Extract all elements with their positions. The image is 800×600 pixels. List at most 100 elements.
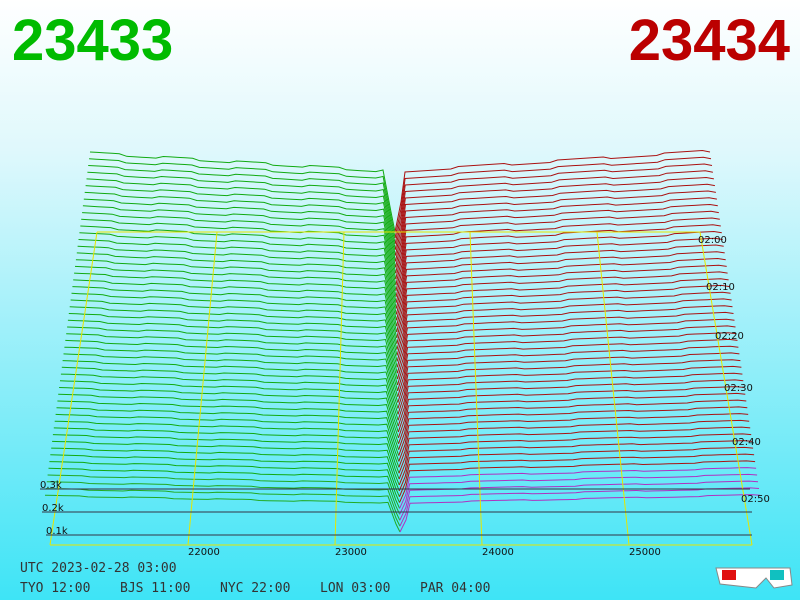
- depth-trace: [73, 279, 398, 344]
- depth-trace: [396, 264, 727, 333]
- depth-trace: [397, 345, 739, 403]
- depth-trace: [68, 313, 398, 374]
- price-label: 25000: [629, 547, 661, 558]
- depth-trace: [62, 360, 399, 415]
- depth-trace: [397, 386, 745, 439]
- ask-price: 23434: [629, 8, 790, 73]
- depth-trace: [396, 318, 735, 380]
- depth-trace: [53, 427, 400, 474]
- depth-trace: [55, 413, 400, 462]
- depth-trace: [398, 392, 746, 444]
- glasses-lens-cyan[interactable]: [770, 570, 784, 580]
- depth-trace: [52, 440, 400, 486]
- depth-trace: [398, 426, 751, 474]
- depth-trace: [61, 366, 399, 421]
- price-label: 24000: [482, 547, 514, 558]
- depth-trace: [399, 467, 757, 509]
- depth-trace: [59, 380, 399, 433]
- grid-line: [49, 231, 98, 546]
- depth-trace: [69, 306, 398, 368]
- depth-trace: [85, 185, 396, 262]
- depth-trace: [66, 333, 399, 391]
- depth-trace: [398, 419, 750, 468]
- depth-trace: [395, 237, 723, 309]
- depth-trace: [396, 257, 726, 327]
- time-label: 02:50: [741, 494, 770, 505]
- depth-trace: [398, 440, 753, 486]
- depth-trace: [78, 239, 397, 309]
- depth-trace: [398, 399, 747, 450]
- depth-trace: [82, 205, 397, 280]
- depth-trace: [81, 218, 397, 291]
- depth-trace: [395, 210, 719, 286]
- depth-trace: [67, 326, 399, 386]
- depth-trace: [399, 460, 756, 503]
- depth-label: 0.3k: [40, 480, 62, 491]
- depth-trace: [396, 305, 733, 368]
- depth-trace: [59, 387, 399, 439]
- depth-trace: [396, 271, 728, 339]
- depth-trace: [88, 165, 396, 244]
- depth-trace: [47, 474, 401, 515]
- grid-line: [334, 231, 345, 546]
- depth-trace: [397, 338, 738, 397]
- grid: [49, 231, 753, 546]
- depth-trace: [86, 178, 396, 256]
- depth-trace: [67, 319, 398, 380]
- depth-trace: [394, 163, 713, 244]
- clock: NYC 22:00: [220, 581, 290, 596]
- depth-trace: [83, 198, 397, 274]
- depth-trace: [394, 176, 714, 256]
- depth-trace: [76, 252, 397, 321]
- utc-time: UTC 2023-02-28 03:00: [20, 561, 177, 576]
- depth-trace: [396, 311, 734, 374]
- depth-trace: [395, 190, 716, 268]
- grid-line: [699, 231, 753, 546]
- depth-trace: [399, 494, 761, 533]
- price-label: 23000: [335, 547, 367, 558]
- depth-trace: [72, 286, 398, 350]
- depth-trace: [60, 373, 399, 427]
- depth-trace: [397, 332, 737, 391]
- depth-trace: [54, 420, 400, 468]
- depth-trace: [395, 244, 724, 315]
- depth-trace: [48, 467, 401, 509]
- depth-trace: [84, 191, 397, 268]
- time-label: 02:30: [724, 383, 753, 394]
- depth-trace: [77, 245, 397, 315]
- price-label: 22000: [188, 547, 220, 558]
- time-label: 02:10: [706, 282, 735, 293]
- depth-trace: [396, 291, 731, 356]
- depth-trace: [397, 352, 740, 409]
- depth-trace: [63, 353, 399, 409]
- grid-line: [469, 231, 483, 546]
- clock: PAR 04:00: [420, 581, 490, 596]
- depth-trace: [87, 171, 396, 250]
- clock: BJS 11:00: [120, 581, 190, 596]
- depth-trace: [74, 272, 398, 339]
- depth-label: 0.2k: [42, 503, 64, 514]
- depth-trace: [89, 158, 396, 238]
- depth-lines: [40, 488, 752, 536]
- depth-label: 0.1k: [46, 526, 68, 537]
- depth-trace: [70, 299, 398, 362]
- waterfall: [44, 149, 761, 533]
- depth-trace: [397, 372, 743, 427]
- depth-trace: [74, 265, 398, 333]
- depth-trace: [44, 494, 401, 533]
- depth-trace: [395, 230, 722, 303]
- 3d-glasses-button[interactable]: [715, 567, 793, 589]
- depth-trace: [395, 217, 720, 291]
- time-label: 02:00: [698, 235, 727, 246]
- depth-trace: [51, 447, 400, 492]
- depth-trace: [397, 365, 742, 421]
- depth-trace: [395, 197, 717, 274]
- depth-trace: [57, 400, 400, 450]
- glasses-lens-red[interactable]: [722, 570, 736, 580]
- depth-trace: [52, 434, 400, 480]
- depth-trace: [396, 298, 732, 362]
- clock: LON 03:00: [320, 581, 390, 596]
- depth-trace: [398, 413, 749, 462]
- depth-trace: [394, 156, 712, 238]
